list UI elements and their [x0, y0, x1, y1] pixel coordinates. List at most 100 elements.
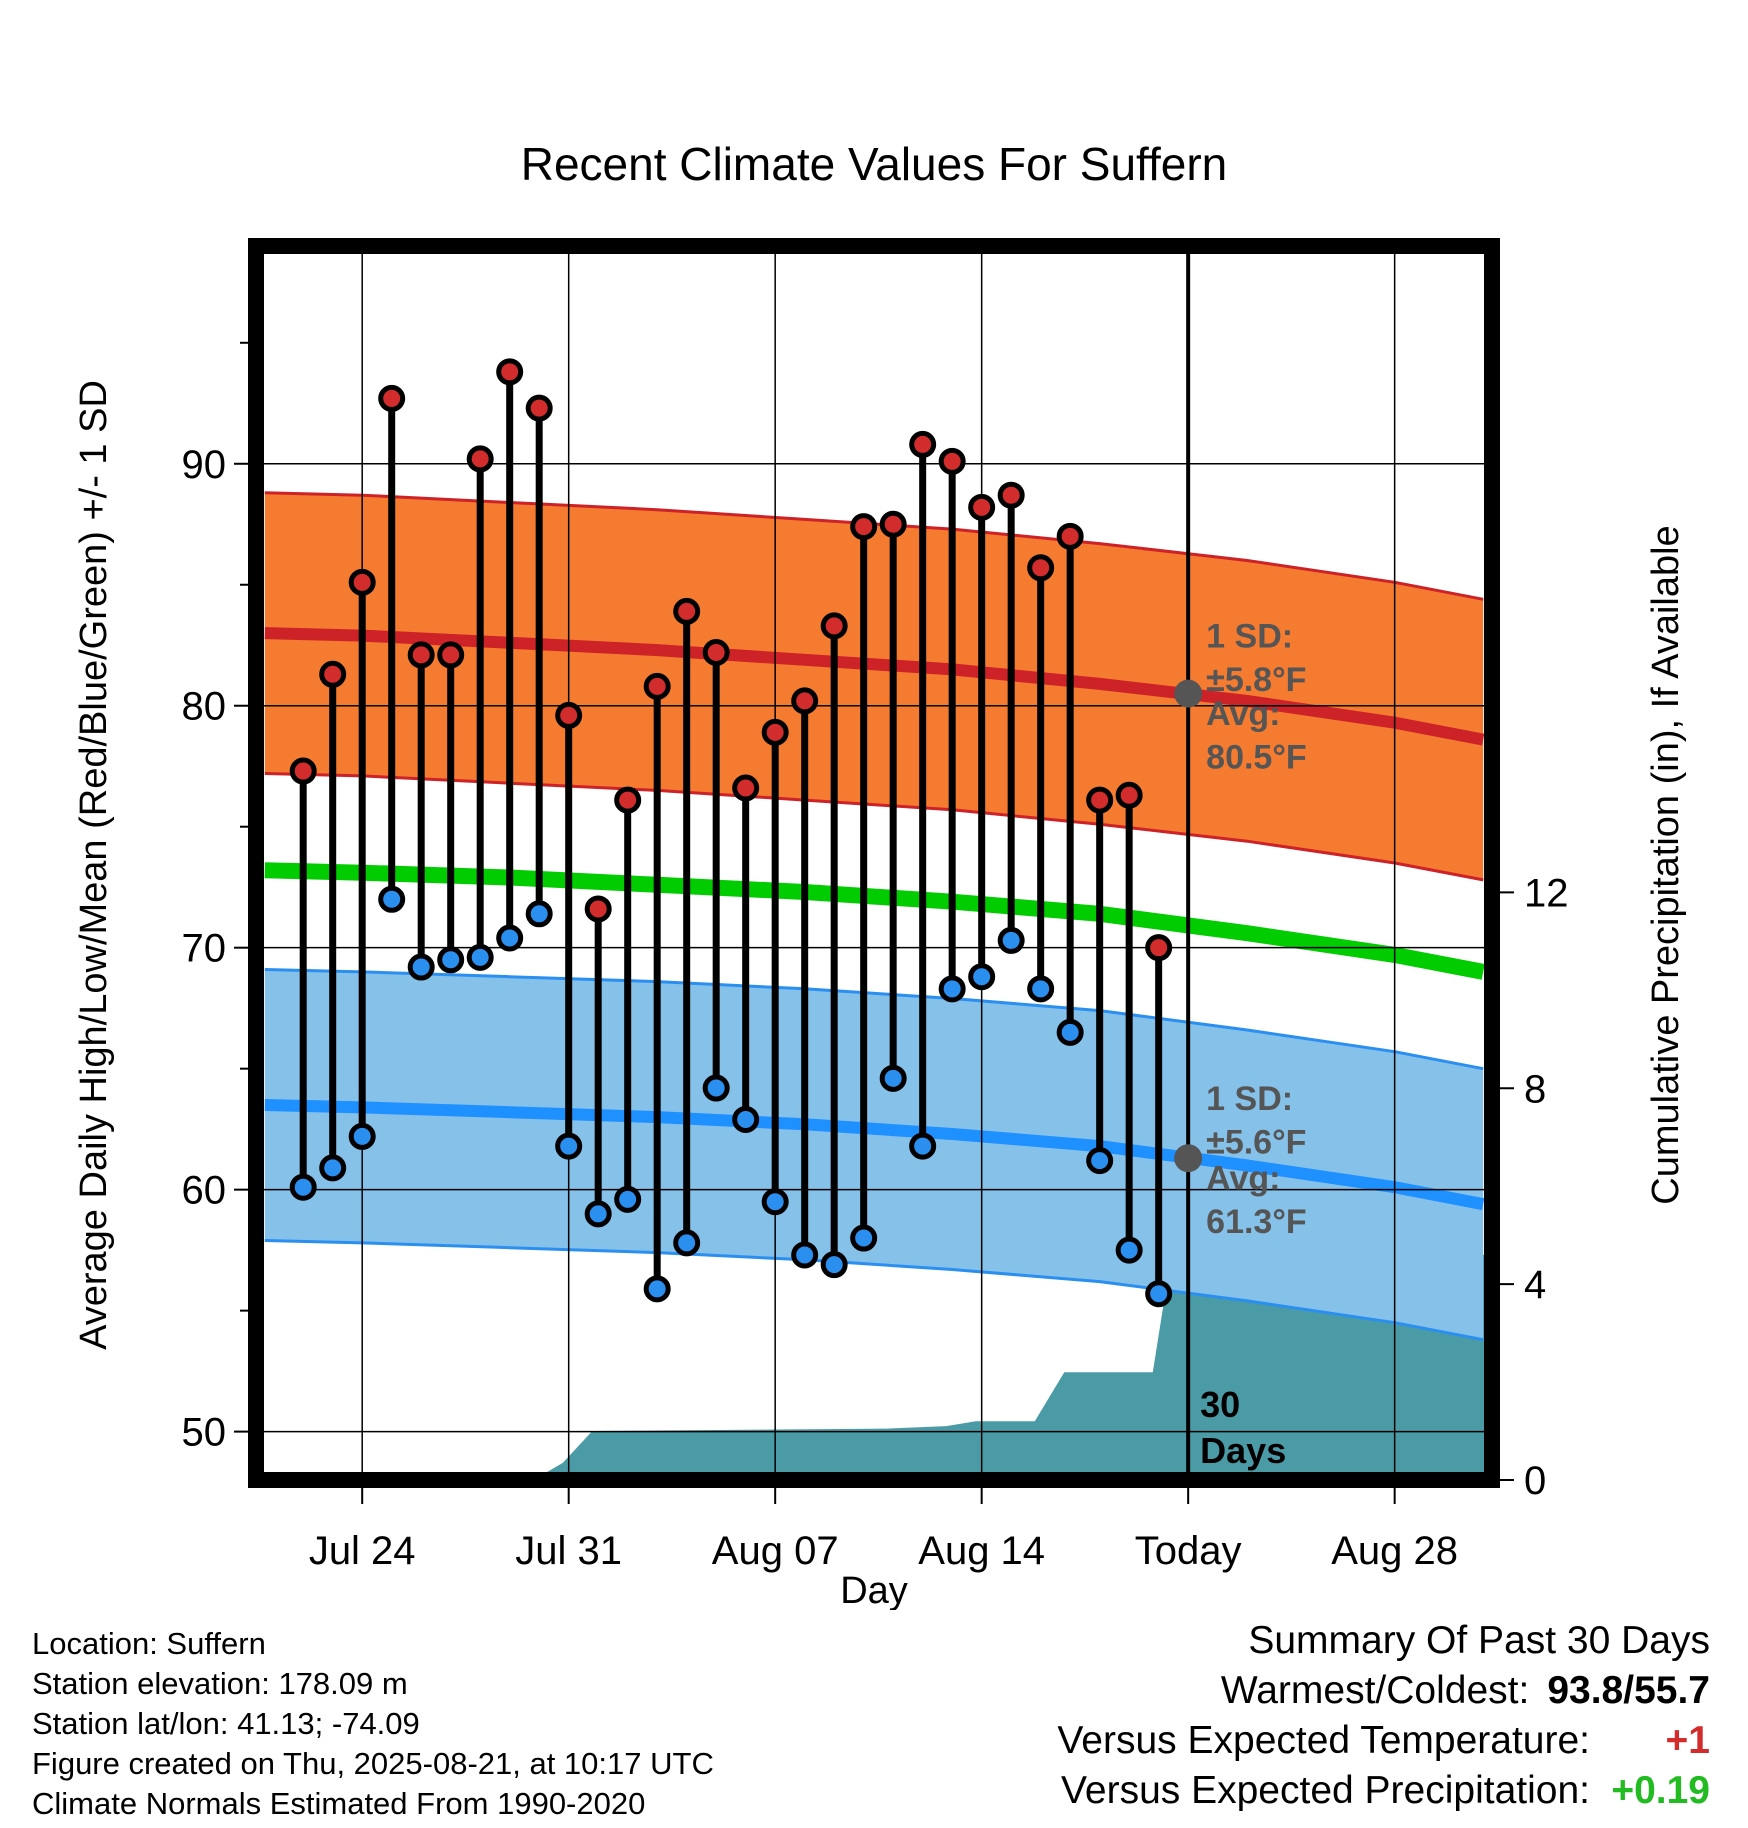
daily-high-point [791, 687, 819, 715]
daily-high-point [1086, 786, 1114, 814]
warm-cold-label: Warmest/Coldest: [1220, 1669, 1530, 1712]
temp-value: +1 [1665, 1719, 1710, 1762]
x-tick-label: Aug 14 [918, 1529, 1045, 1573]
low-sd-upper [264, 968, 1484, 1071]
low-sd-lower [264, 1239, 1484, 1342]
low-avg-value: 61.3°F [1206, 1203, 1307, 1241]
daily-high-point [968, 493, 996, 521]
daily-low-point [1027, 975, 1055, 1003]
daily-low-point [407, 953, 435, 981]
daily-low-point [938, 975, 966, 1003]
elevation-text: Station elevation: 178.09 m [32, 1666, 408, 1701]
daily-low-point [702, 1074, 730, 1102]
high-sd-label: 1 SD: [1206, 618, 1293, 656]
daily-high-point [850, 513, 878, 541]
daily-low-point [584, 1200, 612, 1228]
daily-high-point [614, 786, 642, 814]
daily-high-point [909, 430, 937, 458]
precip-value: +0.19 [1611, 1769, 1710, 1812]
daily-low-point [525, 900, 553, 928]
daily-high-point [732, 774, 760, 802]
x-tick-label: Aug 07 [712, 1529, 839, 1573]
daily-high-point [378, 384, 406, 412]
y2-tick-label: 4 [1524, 1263, 1546, 1307]
daily-high-point [437, 641, 465, 669]
daily-high-point [1145, 934, 1173, 962]
y-tick-label: 70 [182, 927, 227, 971]
temp-label: Versus Expected Temperature: [1057, 1719, 1590, 1762]
days-count: 30 [1200, 1384, 1240, 1425]
high-avg-label: Avg: [1206, 695, 1280, 733]
high-avg-marker [1174, 679, 1203, 708]
days-word: Days [1200, 1430, 1286, 1471]
daily-high-point [1115, 781, 1143, 809]
daily-high-point [555, 701, 583, 729]
precip-area [264, 1254, 1492, 1480]
daily-high-point [348, 568, 376, 596]
daily-low-point [968, 963, 996, 991]
daily-high-point [466, 445, 494, 473]
daily-low-point [378, 885, 406, 913]
daily-high-point [761, 718, 789, 746]
daily-high-point [1027, 554, 1055, 582]
precip-label: Versus Expected Precipitation: [1061, 1769, 1590, 1812]
summary-panel: Summary Of Past 30 Days Warmest/Coldest:… [1057, 1616, 1710, 1816]
warm-cold-value: 93.8/55.7 [1547, 1669, 1710, 1712]
daily-high-point [319, 660, 347, 688]
daily-low-point [348, 1122, 376, 1150]
daily-high-point [820, 612, 848, 640]
daily-high-point [643, 672, 671, 700]
high-sd-lower [264, 772, 1484, 882]
created-text: Figure created on Thu, 2025-08-21, at 10… [32, 1746, 714, 1781]
low-avg-label: Avg: [1206, 1160, 1280, 1198]
daily-low-point [909, 1132, 937, 1160]
daily-high-point [1056, 522, 1084, 550]
daily-low-point [643, 1275, 671, 1303]
low-avg-marker [1174, 1144, 1203, 1173]
daily-low-point [791, 1241, 819, 1269]
y-axis-label: Average Daily High/Low/Mean (Red/Blue/Gr… [73, 380, 115, 1350]
high-avg-value: 80.5°F [1206, 739, 1307, 777]
climate-chart: Recent Climate Values For Suffern 1 SD: ±… [73, 138, 1687, 1610]
daily-low-point [850, 1224, 878, 1252]
daily-low-point [437, 946, 465, 974]
y-tick-label: 90 [182, 443, 227, 487]
summary-title: Summary Of Past 30 Days [1248, 1619, 1710, 1662]
daily-high-point [584, 895, 612, 923]
daily-low-point [732, 1105, 760, 1133]
daily-low-point [496, 924, 524, 952]
mean-avg-line [264, 862, 1485, 980]
daily-low-point [997, 926, 1025, 954]
x-tick-label: Today [1135, 1529, 1242, 1573]
y2-tick-label: 0 [1524, 1459, 1546, 1503]
x-tick-label: Aug 28 [1331, 1529, 1458, 1573]
daily-high-point [289, 757, 317, 785]
y2-axis-label: Cumulative Precipitation (in), If Availa… [1645, 525, 1687, 1204]
daily-high-point [702, 638, 730, 666]
normals-text: Climate Normals Estimated From 1990-2020 [32, 1786, 646, 1821]
low-sd-value: ±5.6°F [1206, 1123, 1306, 1161]
daily-low-point [879, 1064, 907, 1092]
daily-low-point [289, 1173, 317, 1201]
low-avg-line [264, 1099, 1485, 1211]
daily-high-point [673, 597, 701, 625]
daily-low-point [555, 1132, 583, 1160]
daily-high-point [496, 358, 524, 386]
daily-low-point [820, 1251, 848, 1279]
daily-low-point [761, 1188, 789, 1216]
y-tick-label: 80 [182, 685, 227, 729]
station-info: Location: Suffern Station elevation: 178… [32, 1624, 714, 1824]
plot-frame [248, 238, 1500, 1488]
daily-low-point [466, 943, 494, 971]
daily-low-point [1115, 1236, 1143, 1264]
daily-low-point [319, 1154, 347, 1182]
latlon-text: Station lat/lon: 41.13; -74.09 [32, 1706, 420, 1741]
x-axis-label: Day [840, 1570, 908, 1610]
location-text: Location: Suffern [32, 1626, 266, 1661]
daily-high-point [997, 481, 1025, 509]
y-tick-label: 50 [182, 1411, 227, 1455]
daily-low-point [614, 1185, 642, 1213]
daily-high-point [938, 447, 966, 475]
